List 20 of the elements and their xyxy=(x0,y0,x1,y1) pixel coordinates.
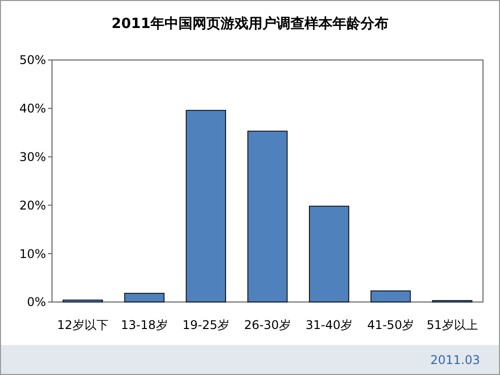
x-tick-label: 31-40岁 xyxy=(306,318,353,332)
bar xyxy=(124,292,164,302)
x-tick-label: 13-18岁 xyxy=(120,318,168,332)
x-tick-label: 12岁以下 xyxy=(57,318,108,332)
y-tick-label: 10% xyxy=(19,246,46,261)
y-tick-label: 50% xyxy=(19,53,46,68)
y-tick-label: 30% xyxy=(19,150,46,164)
x-tick-label: 51岁以上 xyxy=(426,318,478,332)
bar xyxy=(186,110,226,302)
y-tick-label: 20% xyxy=(19,198,46,212)
bar xyxy=(247,130,288,302)
x-tick-label: 41-50岁 xyxy=(367,318,414,332)
y-tick-label: 40% xyxy=(19,102,46,116)
x-tick-label: 26-30岁 xyxy=(244,318,291,332)
text: 2011.03 xyxy=(430,353,480,367)
bar xyxy=(370,290,411,302)
x-tick-label: 19-25岁 xyxy=(182,318,230,332)
y-tick-label: 0% xyxy=(26,295,46,310)
chart-title: 2011年中国网页游戏用户调查样本年龄分布 xyxy=(112,15,388,32)
bar xyxy=(308,206,350,302)
